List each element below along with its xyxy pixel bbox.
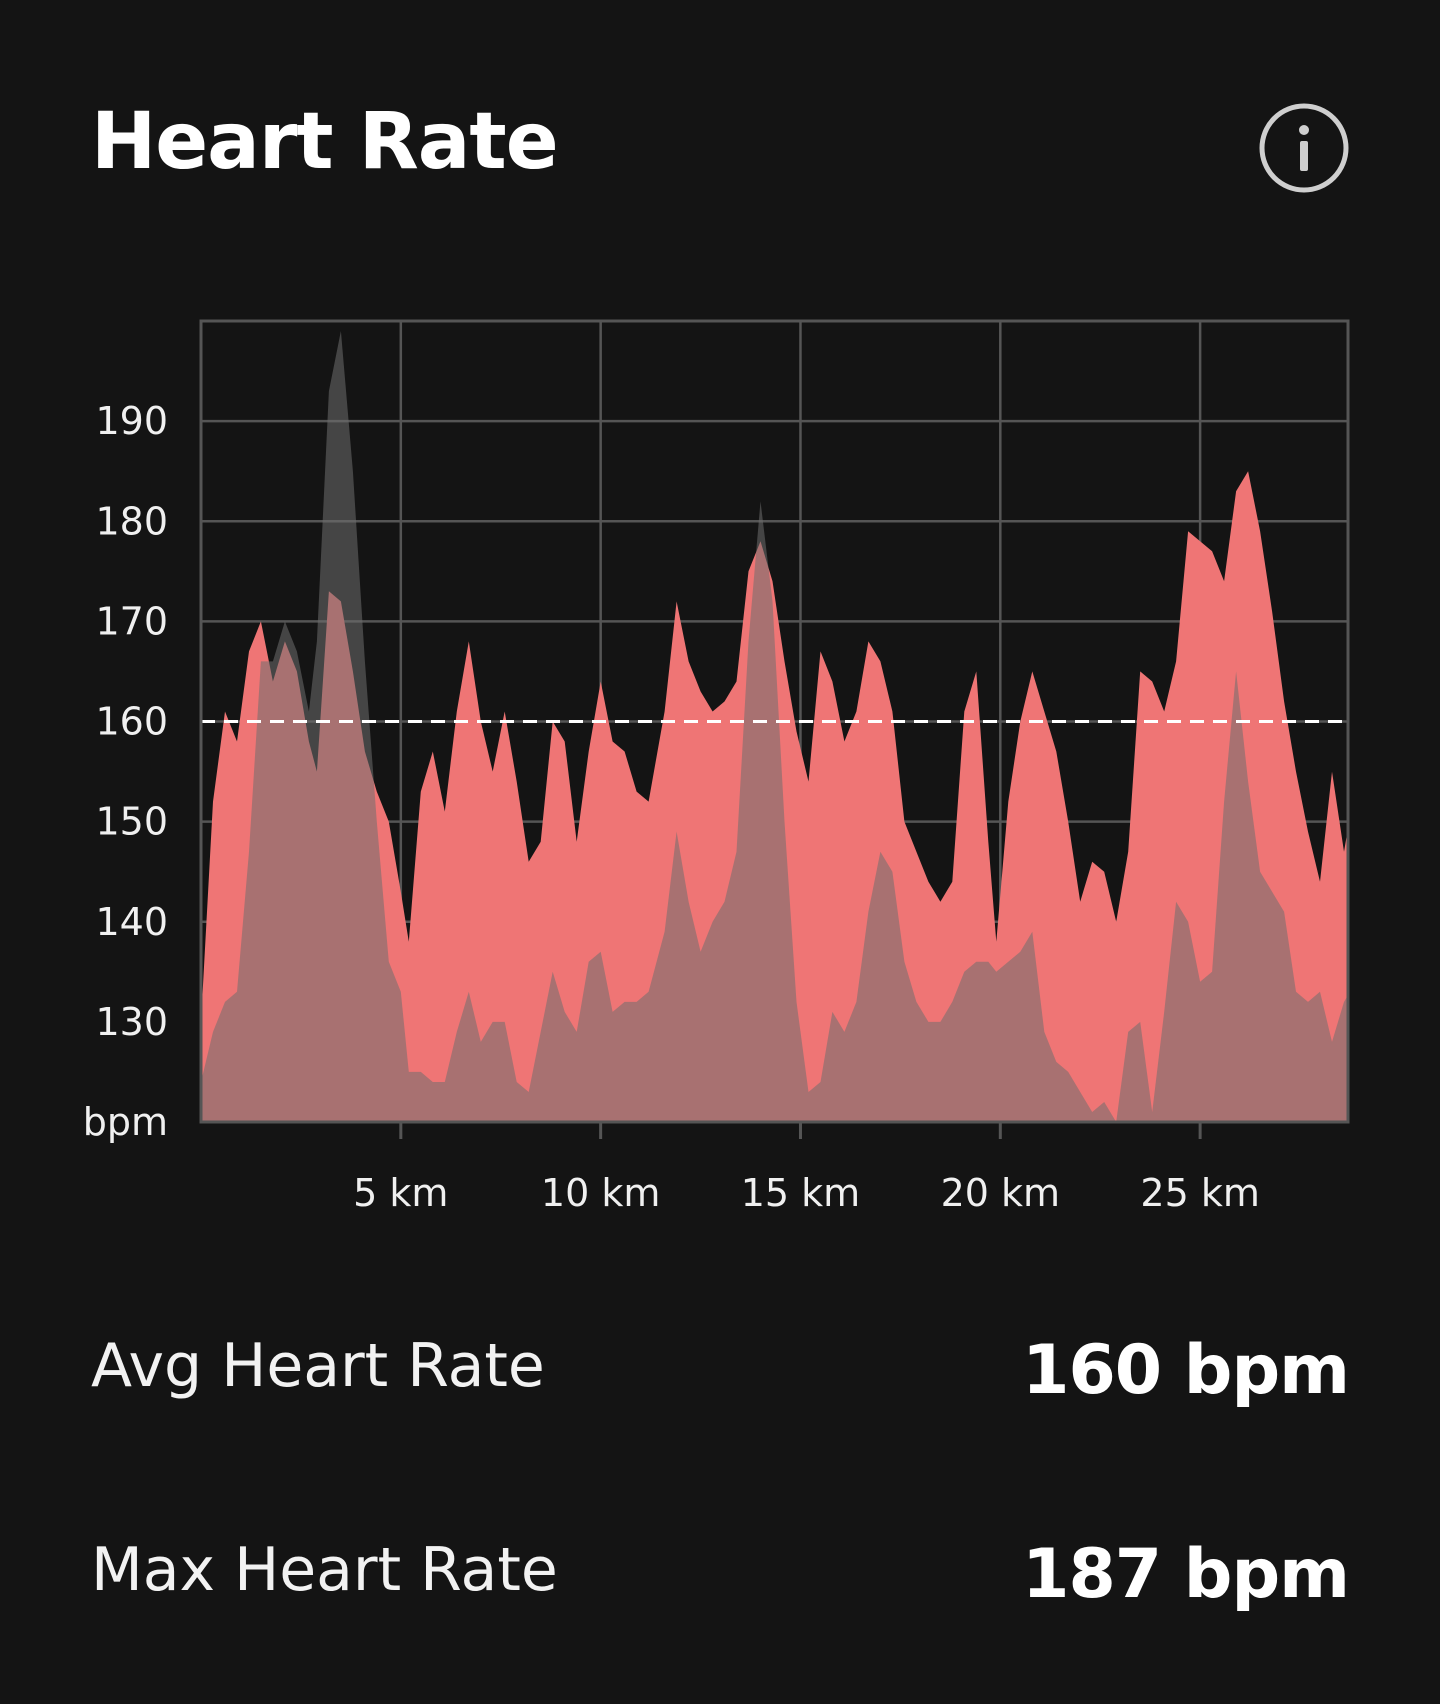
y-tick-label-190: 190	[95, 399, 168, 443]
heart-rate-chart: 130 140 150 160 170 180 190 bpm 5 km 10 km 15 km 20…	[83, 319, 1350, 1215]
y-tick-label-140: 140	[95, 900, 168, 944]
y-unit-label: bpm	[83, 1100, 168, 1144]
y-tick-label-130: 130	[95, 1000, 168, 1044]
x-tick-label-20: 20 km	[941, 1171, 1060, 1215]
info-button[interactable]	[1259, 103, 1349, 193]
max-heart-rate-value: 187 bpm	[1022, 1535, 1350, 1614]
y-tick-label-170: 170	[95, 599, 168, 643]
y-tick-label-150: 150	[95, 800, 168, 844]
y-tick-label-180: 180	[95, 499, 168, 543]
plot-frame	[199, 319, 1350, 1124]
y-tick-label-160: 160	[95, 700, 168, 744]
page-title: Heart Rate	[91, 97, 559, 187]
overlay-area	[201, 331, 1348, 1122]
x-tick-label-5: 5 km	[353, 1171, 448, 1215]
x-tick-label-10: 10 km	[541, 1171, 660, 1215]
avg-heart-rate-value: 160 bpm	[1022, 1331, 1350, 1410]
info-icon	[1259, 103, 1349, 193]
x-tick-label-25: 25 km	[1140, 1171, 1259, 1215]
avg-heart-rate-label: Avg Heart Rate	[91, 1331, 545, 1401]
heart-rate-chart-svg: 130 140 150 160 170 180 190 bpm 5 km 10 km 15 km 20…	[83, 319, 1350, 1215]
x-tick-label-15: 15 km	[741, 1171, 860, 1215]
max-heart-rate-label: Max Heart Rate	[91, 1535, 558, 1605]
